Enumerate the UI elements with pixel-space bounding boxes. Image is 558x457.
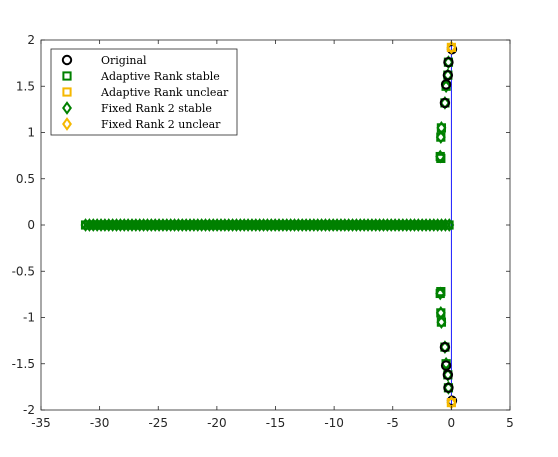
data-point [443, 55, 454, 70]
y-tick-label: 2 [27, 33, 35, 47]
data-point [436, 315, 447, 330]
series-original [439, 44, 458, 406]
data-point [444, 218, 455, 232]
data-point [442, 69, 454, 81]
legend-entry: Adaptive Rank unclear [62, 86, 229, 99]
y-tick-label: 0.5 [16, 172, 35, 186]
data-point [440, 360, 452, 371]
data-point [443, 382, 454, 393]
legend-marker [62, 87, 72, 97]
y-tick-label: -1.5 [12, 357, 35, 371]
data-point [442, 369, 454, 381]
data-point [435, 149, 446, 164]
legend-entry: Original [61, 54, 147, 67]
legend-entry: Fixed Rank 2 stable [62, 101, 212, 115]
legend-entry: Fixed Rank 2 unclear [62, 117, 221, 131]
data-point [446, 40, 457, 55]
y-tick-label: 0 [27, 218, 35, 232]
y-tick-label: -2 [23, 403, 35, 417]
data-point [439, 341, 451, 353]
x-tick-label: -15 [266, 416, 286, 430]
x-tick-label: -30 [90, 416, 110, 430]
legend-label: Fixed Rank 2 unclear [101, 118, 221, 131]
x-tick-label: -25 [148, 416, 168, 430]
legend-label: Adaptive Rank unclear [100, 86, 229, 99]
y-tick-label: 1.5 [16, 79, 35, 93]
data-point [435, 286, 446, 301]
data-point [443, 380, 454, 395]
data-marks-layer [80, 40, 458, 410]
y-tick-label: -0.5 [12, 264, 35, 278]
data-point [439, 97, 451, 109]
y-tick-label: -1 [23, 311, 35, 325]
x-tick-label: -20 [207, 416, 227, 430]
legend-marker [62, 71, 72, 81]
series-fixed-rank-2-stable [80, 55, 455, 395]
data-point [439, 95, 450, 110]
x-tick-label: -10 [324, 416, 344, 430]
x-tick-label: 0 [448, 416, 456, 430]
x-tick-label: -35 [31, 416, 51, 430]
axis-ticks-layer: -35 -30 -25 -20 -15 -10 -5 0 5 -2 -1.5 -1 -0.5 0 0.5 1 1… [12, 33, 514, 430]
legend-box [50, 48, 238, 136]
legend-marker [61, 54, 73, 66]
data-point [440, 79, 452, 90]
x-tick-label: -5 [387, 416, 399, 430]
data-point [441, 79, 452, 94]
data-point [443, 57, 454, 68]
legend-label: Adaptive Rank stable [100, 70, 220, 83]
legend-label: Original [101, 54, 147, 67]
data-point [435, 130, 446, 145]
y-tick-label: 1 [27, 126, 35, 140]
x-tick-label: 5 [506, 416, 514, 430]
data-point [435, 305, 446, 320]
legend-label: Fixed Rank 2 stable [101, 102, 212, 115]
legend-marker [62, 117, 72, 131]
legend-marker [62, 101, 72, 115]
legend-entry: Adaptive Rank stable [62, 70, 220, 83]
legend: Original Adaptive Rank stable Adaptive Ran… [50, 48, 238, 136]
